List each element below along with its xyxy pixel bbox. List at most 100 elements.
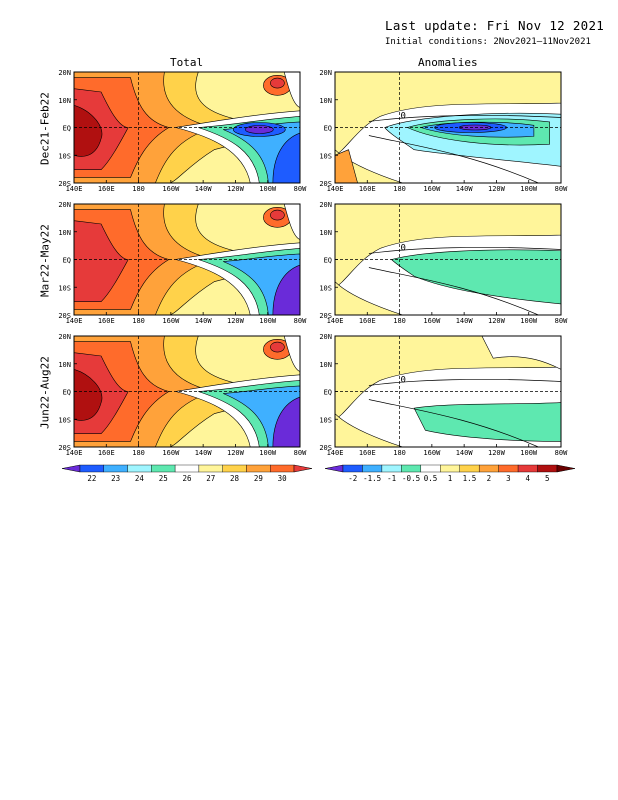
lat-tick-label: 20S [58,312,71,320]
lon-tick-label: 140W [195,317,213,325]
lat-tick-label: 20N [319,201,332,209]
colorbar-label: -2 [348,474,357,483]
lat-tick-label: EQ [63,125,71,133]
lon-tick-label: 100W [520,317,538,325]
lon-tick-label: 160E [359,449,376,457]
colorbar-segment [246,464,271,473]
lon-tick-label: 100W [259,449,277,457]
lat-tick-label: EQ [324,257,332,265]
lon-tick-label: 140W [195,185,213,193]
lon-tick-label: 140W [195,449,213,457]
lon-tick-label: 80W [294,449,307,457]
lon-tick-label: 160E [359,185,376,193]
lat-tick-label: 10N [58,361,71,369]
lon-tick-label: 180 [132,185,145,193]
column-title-anomalies: Anomalies [418,56,478,69]
colorbar-segment [459,464,480,473]
colorbar-label: 23 [111,474,120,483]
colorbar-label: -1.5 [363,474,381,483]
lon-tick-label: 160W [162,317,180,325]
colorbar-label: 1 [448,474,453,483]
lon-tick-label: 100W [520,449,538,457]
lon-tick-label: 160W [162,449,180,457]
lat-tick-label: 10S [319,152,332,160]
colorbar-segment [381,464,402,473]
lon-tick-label: 160W [423,185,441,193]
lon-tick-label: 140E [327,317,344,325]
colorbar-label: -1 [387,474,396,483]
lat-tick-label: 10S [58,416,71,424]
lon-tick-label: 80W [294,185,307,193]
colorbar-label: 27 [206,474,215,483]
colorbar-segment [79,464,104,473]
lon-tick-label: 120W [227,185,245,193]
colorbar-segment [556,464,576,473]
lat-tick-label: 10S [58,152,71,160]
colorbar-segment [103,464,128,473]
lon-tick-label: 120W [488,317,506,325]
lon-tick-label: 160W [423,317,441,325]
colorbar-label: 24 [135,474,145,483]
lon-tick-label: 140E [327,449,344,457]
colorbar-label: 22 [87,474,96,483]
colorbar-segment [151,464,176,473]
lat-tick-label: 10S [58,284,71,292]
lat-tick-label: 20N [319,333,332,341]
zero-contour-label: 0 [401,244,406,254]
colorbar-label: 26 [182,474,192,483]
lon-tick-label: 80W [555,185,568,193]
lon-tick-label: 180 [132,449,145,457]
lat-tick-label: 10N [319,361,332,369]
lat-tick-label: EQ [63,389,71,397]
colorbar-label: 28 [230,474,240,483]
lat-tick-label: EQ [63,257,71,265]
colorbar-segment [198,464,223,473]
lon-tick-label: 140E [66,317,83,325]
lat-tick-label: 10N [319,229,332,237]
column-title-total: Total [170,56,204,69]
lon-tick-label: 140W [456,449,474,457]
lat-tick-label: 10N [58,229,71,237]
lon-tick-label: 140E [66,449,83,457]
lat-tick-label: EQ [324,389,332,397]
anomalies-colorbar: -2 -1.5 -1 -0.5 0.5 1 1.5 2 3 4 5 [324,464,576,483]
colorbar-segment [420,464,441,473]
lon-tick-label: 80W [294,317,307,325]
lon-tick-label: 180 [393,185,406,193]
lat-tick-label: 20N [319,69,332,77]
colorbar-label: 25 [159,474,168,483]
colorbar-segment [537,464,558,473]
lon-tick-label: 160E [98,317,115,325]
colorbar-label: -0.5 [402,474,420,483]
lon-tick-label: 120W [227,317,245,325]
colorbar-segment [61,464,81,473]
lon-tick-label: 80W [555,449,568,457]
colorbar-segment [401,464,422,473]
lon-tick-label: 160W [423,449,441,457]
colorbar-segment [127,464,152,473]
colorbar-label: 4 [526,474,531,483]
lat-tick-label: 10N [319,97,332,105]
lat-tick-label: 20N [58,201,71,209]
lat-tick-label: 20S [319,312,332,320]
colorbar-segment [270,464,295,473]
colorbar-segment [293,464,313,473]
last-update-text: Last update: Fri Nov 12 2021 [385,18,605,33]
colorbar-segment [222,464,247,473]
lon-tick-label: 100W [520,185,538,193]
colorbar-segment [362,464,383,473]
colorbar-segment [174,464,200,473]
colorbar-segment [498,464,519,473]
lat-tick-label: 10S [319,284,332,292]
lon-tick-label: 100W [259,317,277,325]
lon-tick-label: 180 [393,449,406,457]
colorbar-label: 29 [254,474,263,483]
total-colorbar: 22 23 24 25 26 27 28 29 30 [61,464,313,483]
colorbar-segment [342,464,363,473]
colorbar-segment [478,464,499,473]
